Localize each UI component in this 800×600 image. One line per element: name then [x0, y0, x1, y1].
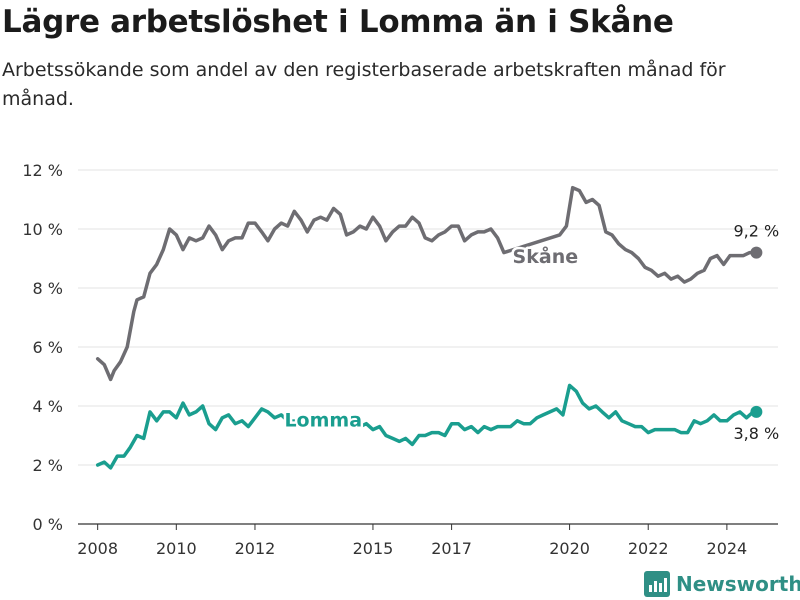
y-tick-label: 10 % — [22, 220, 63, 239]
y-tick-label: 8 % — [33, 279, 63, 298]
newsworthy-logo: Newsworthy — [644, 570, 800, 598]
newsworthy-logo-text: Newsworthy — [676, 572, 800, 596]
x-tick-label: 2008 — [77, 539, 118, 558]
x-tick-label: 2012 — [235, 539, 276, 558]
x-tick-label: 2010 — [156, 539, 197, 558]
chart-title: Lägre arbetslöshet i Lomma än i Skåne — [2, 4, 674, 40]
x-tick-label: 2015 — [353, 539, 394, 558]
endpoint-marker — [750, 405, 763, 418]
series-line-skne — [95, 185, 759, 382]
y-tick-label: 0 % — [33, 515, 63, 534]
chart-subtitle: Arbetssökande som andel av den registerb… — [2, 59, 726, 110]
newsworthy-logo-icon — [644, 571, 670, 597]
series-label-lomma: Lomma — [284, 410, 362, 432]
x-tick-label: 2020 — [549, 539, 590, 558]
x-tick-label: 2024 — [707, 539, 748, 558]
series-label-skane-halo: Skåne — [513, 244, 579, 268]
y-tick-label: 6 % — [33, 338, 63, 357]
series-line-lomma — [95, 383, 759, 470]
endpoint-value-label: 3,8 % — [734, 424, 780, 443]
endpoint-marker — [750, 246, 763, 259]
x-tick-label: 2017 — [431, 539, 472, 558]
series-label-lomma-halo: Lomma — [284, 410, 362, 432]
y-tick-label: 12 % — [22, 161, 63, 180]
series-label-skane: Skåne — [513, 244, 579, 268]
x-tick-label: 2022 — [628, 539, 669, 558]
y-tick-label: 2 % — [33, 456, 63, 475]
y-tick-label: 4 % — [33, 397, 63, 416]
endpoint-value-label: 9,2 % — [734, 222, 780, 241]
